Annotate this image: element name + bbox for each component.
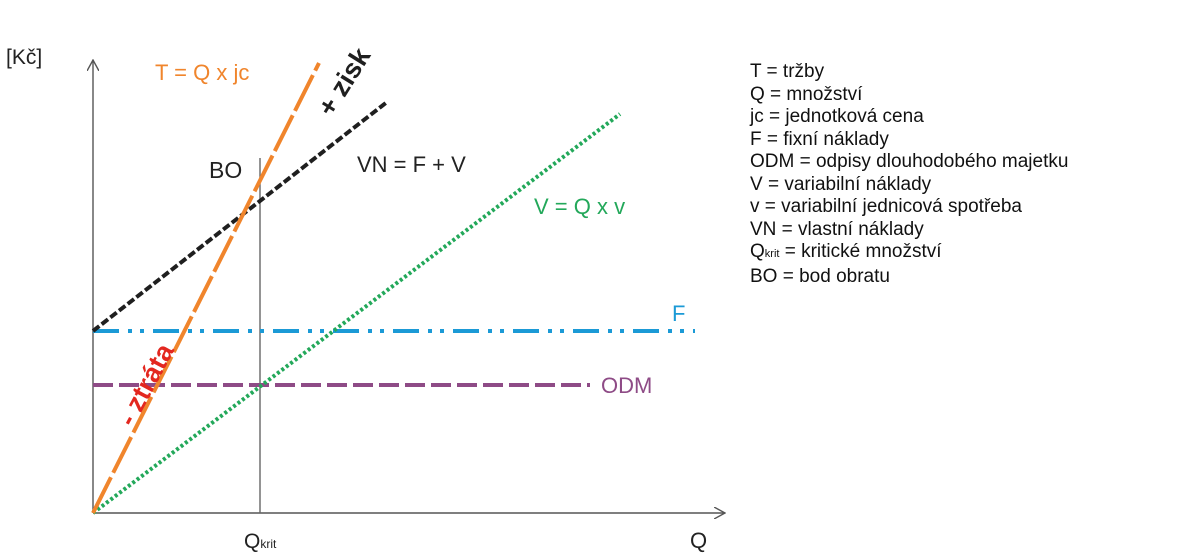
legend-item-depreciation: ODM = odpisy dlouhodobého majetku	[750, 151, 1069, 172]
break-even-diagram: [Kč] T = Q x jc VN = F + V BO V = Q x v …	[6, 41, 730, 553]
legend-item-break-even: BO = bod obratu	[750, 265, 890, 287]
fixed-costs-label: F	[672, 301, 685, 326]
legend-item-total-costs: VN = vlastní náklady	[750, 218, 924, 240]
total-costs-label: VN = F + V	[357, 152, 466, 177]
revenue-line	[91, 62, 321, 514]
legend-item-revenue: T = tržby	[750, 61, 825, 82]
total-costs-line	[91, 100, 389, 333]
legend-item-quantity: Q = množství	[750, 83, 863, 105]
legend-item-unit-price: jc = jednotková cena	[750, 106, 924, 127]
x-axis-label: Q	[690, 528, 707, 553]
depreciation-label: ODM	[601, 373, 652, 398]
legend-item-fixed-costs: F = fixní náklady	[750, 128, 889, 150]
variable-costs-line	[91, 112, 622, 515]
legend-item-critical-quantity: Qkrit = kritické množství	[750, 241, 1068, 266]
legend-qkrit-sub: krit	[764, 248, 780, 260]
qkrit-sub: krit	[260, 537, 277, 551]
legend-item-variable-unit-consumption: v = variabilní jednicová spotřeba	[750, 196, 1022, 217]
legend-qkrit-text: = kritické množství	[779, 241, 942, 262]
legend-item-variable-costs: V = variabilní náklady	[750, 173, 932, 195]
qkrit-axis-label: Qkrit	[244, 530, 277, 553]
variable-costs-label: V = Q x v	[534, 194, 625, 219]
legend: T = tržby Q = množství jc = jednotková c…	[750, 61, 1068, 288]
revenue-label: T = Q x jc	[155, 60, 249, 85]
y-axis-label: [Kč]	[6, 46, 42, 69]
legend-qkrit-main: Q	[750, 241, 765, 262]
profit-annotation: + zisk	[312, 41, 377, 121]
break-even-label: BO	[209, 157, 242, 183]
qkrit-main: Q	[244, 530, 260, 553]
